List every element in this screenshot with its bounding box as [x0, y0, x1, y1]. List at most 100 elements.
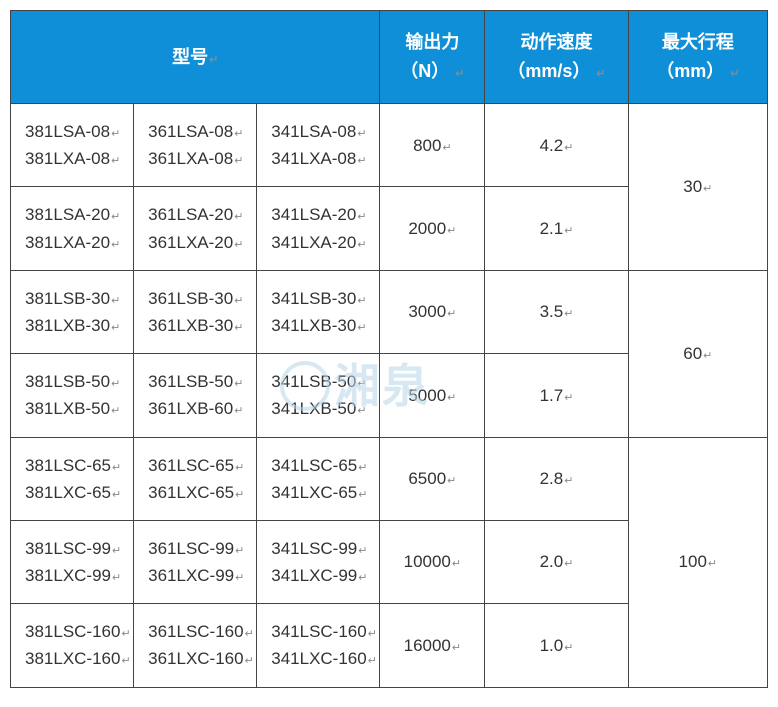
model-code: 381LSA-08↵ — [25, 118, 125, 145]
speed-cell: 2.1↵ — [485, 187, 628, 270]
ret-glyph: ↵ — [357, 237, 366, 255]
model-code: 361LXB-30↵ — [148, 312, 248, 339]
header-model: 型号↵ — [11, 11, 380, 104]
model-code: 341LXA-08↵ — [271, 145, 371, 172]
model-cell: 341LSB-50↵341LXB-50↵ — [257, 354, 380, 437]
ret-glyph: ↵ — [112, 460, 121, 478]
ret-glyph: ↵ — [112, 570, 121, 588]
ret-glyph: ↵ — [564, 390, 573, 408]
ret-glyph: ↵ — [564, 556, 573, 574]
ret-glyph: ↵ — [235, 570, 244, 588]
output-cell: 6500↵ — [380, 437, 485, 520]
model-code: 381LXB-30↵ — [25, 312, 125, 339]
model-code: 381LXA-08↵ — [25, 145, 125, 172]
model-code: 381LSC-160↵ — [25, 618, 125, 645]
model-cell: 361LSA-20↵361LXA-20↵ — [134, 187, 257, 270]
ret-glyph: ↵ — [234, 209, 243, 227]
ret-glyph: ↵ — [368, 626, 377, 644]
ret-glyph: ↵ — [111, 153, 120, 171]
model-cell: 381LSB-30↵381LXB-30↵ — [11, 270, 134, 353]
ret-glyph: ↵ — [357, 293, 366, 311]
model-code: 381LSB-50↵ — [25, 368, 125, 395]
model-cell: 361LSB-50↵361LXB-60↵ — [134, 354, 257, 437]
model-cell: 341LSA-20↵341LXA-20↵ — [257, 187, 380, 270]
ret-glyph: ↵ — [447, 306, 456, 324]
ret-glyph: ↵ — [564, 140, 573, 158]
table-row: 381LSB-30↵381LXB-30↵361LSB-30↵361LXB-30↵… — [11, 270, 768, 353]
ret-glyph: ↵ — [234, 126, 243, 144]
model-cell: 381LSC-65↵381LXC-65↵ — [11, 437, 134, 520]
stroke-cell: 100↵ — [628, 437, 767, 687]
ret-glyph: ↵ — [234, 320, 243, 338]
header-output-unit: （N） — [400, 61, 449, 81]
ret-glyph: ↵ — [358, 570, 367, 588]
header-stroke-unit: （mm） — [656, 61, 724, 81]
model-code: 341LSC-99↵ — [271, 535, 371, 562]
speed-cell: 3.5↵ — [485, 270, 628, 353]
output-cell: 2000↵ — [380, 187, 485, 270]
model-code: 341LXA-20↵ — [271, 229, 371, 256]
ret-glyph: ↵ — [455, 66, 464, 84]
model-code: 341LSA-08↵ — [271, 118, 371, 145]
ret-glyph: ↵ — [703, 348, 712, 366]
ret-glyph: ↵ — [447, 473, 456, 491]
model-cell: 381LSB-50↵381LXB-50↵ — [11, 354, 134, 437]
model-code: 361LXC-99↵ — [148, 562, 248, 589]
model-cell: 341LSA-08↵341LXA-08↵ — [257, 104, 380, 187]
ret-glyph: ↵ — [234, 403, 243, 421]
header-row: 型号↵ 输出力 （N） ↵ 动作速度 （mm/s） ↵ 最大行程 （mm） ↵ — [11, 11, 768, 104]
model-code: 341LSC-65↵ — [271, 452, 371, 479]
model-cell: 361LSB-30↵361LXB-30↵ — [134, 270, 257, 353]
table-row: 381LSA-08↵381LXA-08↵ 361LSA-08↵361LXA-08↵… — [11, 104, 768, 187]
output-cell: 5000↵ — [380, 354, 485, 437]
speed-cell: 1.0↵ — [485, 604, 628, 687]
stroke-cell: 60↵ — [628, 270, 767, 437]
ret-glyph: ↵ — [564, 306, 573, 324]
ret-glyph: ↵ — [121, 626, 130, 644]
ret-glyph: ↵ — [357, 403, 366, 421]
model-cell: 361LSC-65↵361LXC-65↵ — [134, 437, 257, 520]
model-code: 361LSA-20↵ — [148, 201, 248, 228]
model-code: 381LXA-20↵ — [25, 229, 125, 256]
model-cell: 381LSC-160↵381LXC-160↵ — [11, 604, 134, 687]
ret-glyph: ↵ — [447, 223, 456, 241]
model-code: 341LXC-160↵ — [271, 645, 371, 672]
ret-glyph: ↵ — [357, 376, 366, 394]
model-code: 361LXB-60↵ — [148, 395, 248, 422]
ret-glyph: ↵ — [112, 543, 121, 561]
model-code: 341LXC-99↵ — [271, 562, 371, 589]
ret-glyph: ↵ — [234, 153, 243, 171]
header-speed: 动作速度 （mm/s） ↵ — [485, 11, 628, 104]
ret-glyph: ↵ — [452, 556, 461, 574]
model-code: 381LXC-160↵ — [25, 645, 125, 672]
model-code: 361LSC-65↵ — [148, 452, 248, 479]
ret-glyph: ↵ — [564, 473, 573, 491]
ret-glyph: ↵ — [235, 460, 244, 478]
ret-glyph: ↵ — [111, 403, 120, 421]
spec-table: 型号↵ 输出力 （N） ↵ 动作速度 （mm/s） ↵ 最大行程 （mm） ↵ … — [10, 10, 768, 688]
ret-glyph: ↵ — [111, 376, 120, 394]
ret-glyph: ↵ — [596, 66, 605, 84]
model-cell: 361LSA-08↵361LXA-08↵ — [134, 104, 257, 187]
ret-glyph: ↵ — [111, 320, 120, 338]
model-cell: 341LSC-99↵341LXC-99↵ — [257, 520, 380, 603]
header-stroke: 最大行程 （mm） ↵ — [628, 11, 767, 104]
model-code: 341LXC-65↵ — [271, 479, 371, 506]
model-code: 381LXC-99↵ — [25, 562, 125, 589]
header-speed-unit: （mm/s） — [507, 61, 590, 81]
model-code: 361LSC-99↵ — [148, 535, 248, 562]
model-code: 361LXC-160↵ — [148, 645, 248, 672]
ret-glyph: ↵ — [452, 640, 461, 658]
ret-glyph: ↵ — [245, 653, 254, 671]
header-speed-label: 动作速度 — [521, 32, 593, 52]
ret-glyph: ↵ — [234, 376, 243, 394]
ret-glyph: ↵ — [708, 556, 717, 574]
model-code: 341LXB-50↵ — [271, 395, 371, 422]
ret-glyph: ↵ — [111, 209, 120, 227]
model-code: 361LXA-08↵ — [148, 145, 248, 172]
output-cell: 10000↵ — [380, 520, 485, 603]
ret-glyph: ↵ — [234, 237, 243, 255]
speed-cell: 2.0↵ — [485, 520, 628, 603]
output-cell: 16000↵ — [380, 604, 485, 687]
speed-cell: 1.7↵ — [485, 354, 628, 437]
